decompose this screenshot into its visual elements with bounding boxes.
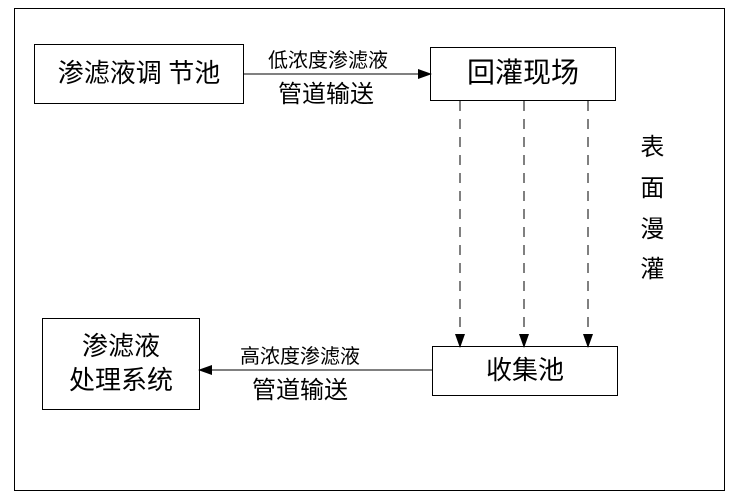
edge1-upper-label: 低浓度渗滤液 <box>268 48 388 74</box>
node-collection-pond: 收集池 <box>432 346 618 396</box>
edge3-lower-label: 管道输送 <box>252 376 348 407</box>
edge1-lower-label: 管道输送 <box>278 80 374 111</box>
edge2-side-label: 表面漫灌 <box>638 128 667 291</box>
node-treatment-system: 渗滤液 处理系统 <box>42 318 200 410</box>
node-recharge-site: 回灌现场 <box>430 47 616 101</box>
edge3-upper-label: 高浓度渗滤液 <box>240 344 360 370</box>
node-regulation-pond: 渗滤液调 节池 <box>34 44 244 104</box>
diagram-canvas: 渗滤液调 节池 回灌现场 收集池 渗滤液 处理系统 低浓度渗滤液 管道输送 高浓… <box>0 0 739 500</box>
